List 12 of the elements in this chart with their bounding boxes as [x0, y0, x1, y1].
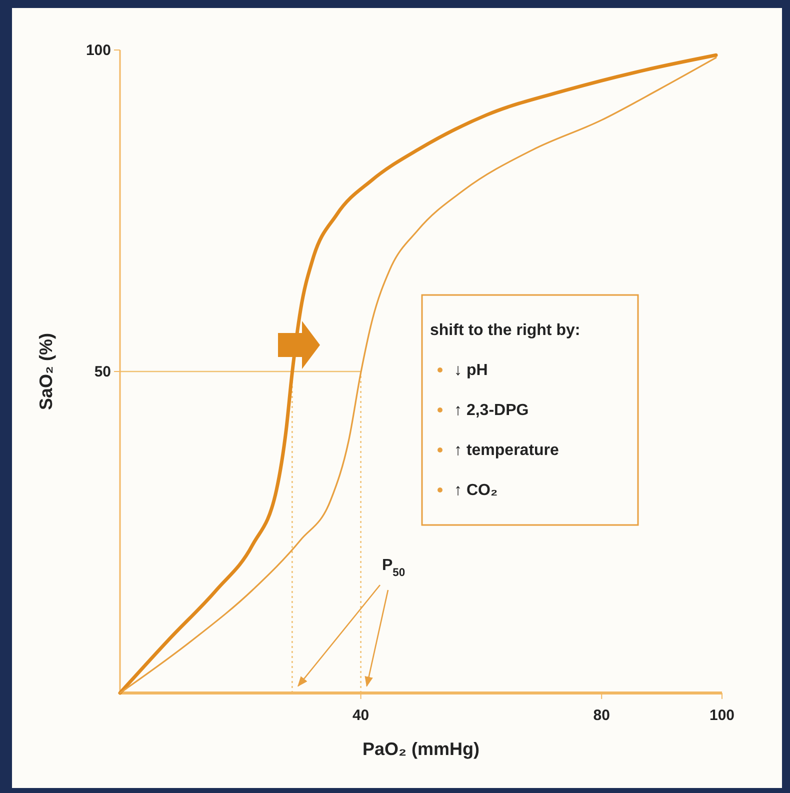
annotation: ↑ CO₂ [454, 482, 498, 499]
x-tick-label: 40 [352, 707, 370, 724]
y-tick-label: 50 [94, 363, 111, 380]
x-tick-label: 100 [709, 707, 735, 724]
y-axis-title: SaO₂ (%) [36, 332, 56, 410]
x-tick-label: 80 [593, 707, 610, 724]
annotation: ↑ temperature [454, 442, 560, 459]
annotation: ↑ 2,3-DPG [454, 402, 529, 419]
annotation: ↓ pH [454, 362, 488, 379]
annotation: P$_{50}$ [382, 557, 406, 579]
annotation: shift to the right by: [430, 322, 580, 339]
x-axis-title: PaO₂ (mmHg) [362, 739, 480, 759]
